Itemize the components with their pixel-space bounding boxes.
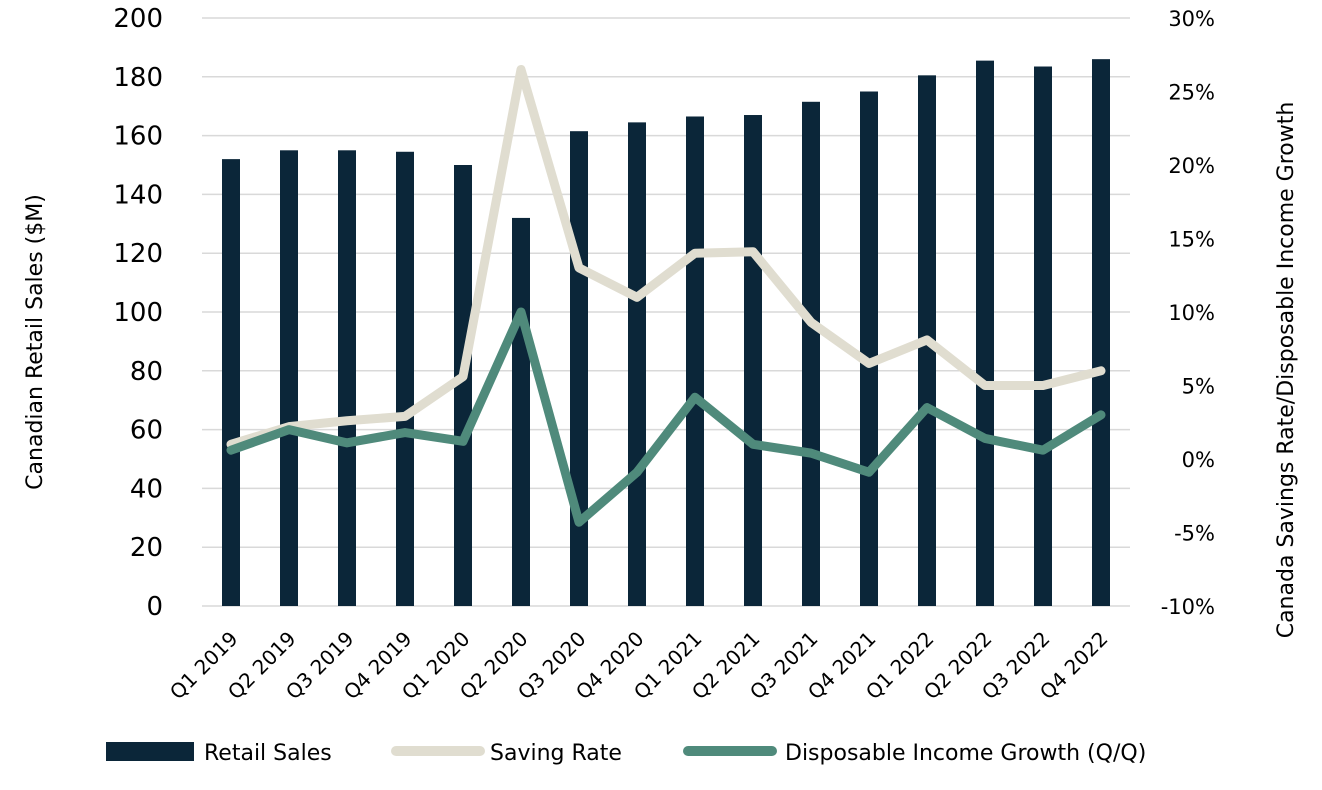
bar-retail-sales: [802, 101, 820, 606]
right-tick-label: 25%: [1168, 81, 1215, 105]
bar-retail-sales: [1034, 66, 1052, 606]
left-tick-label: 100: [113, 298, 163, 328]
bar-retail-sales: [686, 116, 704, 607]
legend-label-saving-rate: Saving Rate: [490, 741, 622, 766]
right-axis-ticks: -10% -5% 0% 5% 10% 15% 20% 25% 30%: [1161, 7, 1215, 619]
right-tick-label: 15%: [1168, 228, 1215, 252]
bar-retail-sales: [222, 159, 240, 606]
left-tick-label: 80: [130, 357, 163, 387]
bar-retail-sales: [860, 91, 878, 606]
bar-retail-sales: [338, 150, 356, 607]
line-series: [226, 64, 1106, 527]
legend: Retail Sales Saving Rate Disposable Inco…: [106, 741, 1146, 766]
left-axis-title: Canadian Retail Sales ($M): [23, 194, 48, 490]
line-disposable-income-growth-q-q: [226, 307, 1106, 527]
right-tick-label: 5%: [1182, 375, 1215, 399]
bar-retail-sales: [628, 122, 646, 607]
left-tick-label: 60: [130, 416, 163, 446]
left-tick-label: 40: [130, 474, 163, 504]
left-tick-label: 160: [113, 122, 163, 152]
left-tick-label: 20: [130, 533, 163, 563]
line-saving-rate: [226, 64, 1106, 449]
legend-label-disposable-income-growth: Disposable Income Growth (Q/Q): [785, 741, 1146, 766]
right-tick-label: -5%: [1174, 522, 1215, 546]
right-tick-label: 20%: [1168, 154, 1215, 178]
bar-retail-sales: [454, 165, 472, 606]
bar-retail-sales: [512, 217, 530, 607]
bar-retail-sales: [744, 115, 762, 607]
legend-label-retail-sales: Retail Sales: [204, 741, 332, 766]
gridlines: [202, 17, 1130, 607]
bar-retail-sales: [976, 60, 994, 606]
right-tick-label: 30%: [1168, 7, 1215, 31]
legend-swatch-retail-sales: [106, 742, 194, 761]
left-tick-label: 180: [113, 63, 163, 93]
bar-retail-sales: [396, 151, 414, 606]
left-tick-label: 120: [113, 239, 163, 269]
right-tick-label: 10%: [1168, 301, 1215, 325]
left-tick-label: 0: [146, 592, 163, 622]
right-tick-label: 0%: [1182, 448, 1215, 472]
bar-retail-sales: [570, 131, 588, 606]
right-axis-title: Canada Savings Rate/Disposable Income Gr…: [1274, 102, 1299, 639]
left-tick-label: 140: [113, 180, 163, 210]
left-axis-ticks: 0 20 40 60 80 100 120 140 160 180 200: [113, 4, 163, 622]
right-tick-label: -10%: [1161, 595, 1215, 619]
bar-retail-sales: [280, 150, 298, 607]
retail-sales-bars: [222, 59, 1110, 607]
left-tick-label: 200: [113, 4, 163, 34]
bar-retail-sales: [1092, 59, 1110, 607]
